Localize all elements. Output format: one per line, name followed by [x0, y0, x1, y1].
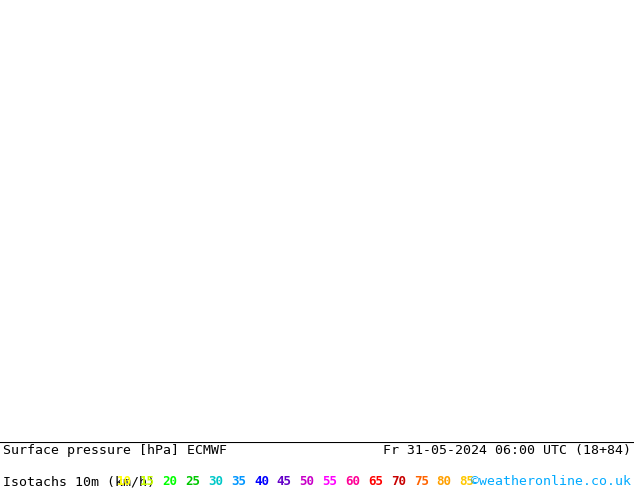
- Text: 40: 40: [254, 475, 269, 488]
- Text: 85: 85: [460, 475, 474, 488]
- Text: 35: 35: [231, 475, 246, 488]
- Text: 70: 70: [391, 475, 406, 488]
- Text: 45: 45: [277, 475, 292, 488]
- Text: 80: 80: [437, 475, 451, 488]
- Text: 25: 25: [186, 475, 200, 488]
- Text: Surface pressure [hPa] ECMWF: Surface pressure [hPa] ECMWF: [3, 444, 227, 457]
- Text: 65: 65: [368, 475, 383, 488]
- Text: 30: 30: [209, 475, 223, 488]
- Text: 20: 20: [163, 475, 178, 488]
- Text: 60: 60: [346, 475, 360, 488]
- Text: Fr 31-05-2024 06:00 UTC (18+84): Fr 31-05-2024 06:00 UTC (18+84): [383, 444, 631, 457]
- Text: Isotachs 10m (km/h): Isotachs 10m (km/h): [3, 475, 155, 488]
- Text: 15: 15: [140, 475, 155, 488]
- Text: 50: 50: [300, 475, 314, 488]
- Text: 55: 55: [323, 475, 337, 488]
- Text: 10: 10: [117, 475, 132, 488]
- Text: ©weatheronline.co.uk: ©weatheronline.co.uk: [471, 475, 631, 488]
- Text: 90: 90: [482, 475, 497, 488]
- Text: 75: 75: [414, 475, 429, 488]
